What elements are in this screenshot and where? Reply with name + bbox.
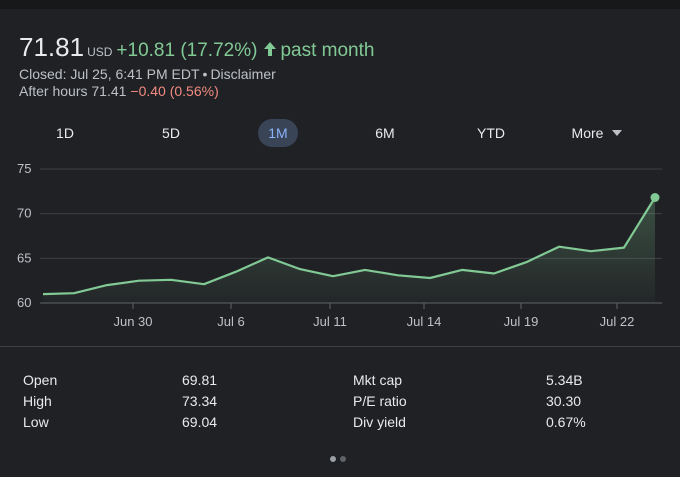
stat-high-value: 73.34 bbox=[182, 393, 218, 409]
x-tick-label: Jul 11 bbox=[313, 314, 347, 329]
stat-low-label: Low bbox=[23, 414, 49, 430]
y-tick-label: 70 bbox=[17, 206, 31, 221]
tab-5d[interactable]: 5D bbox=[150, 119, 192, 147]
stat-open-value: 69.81 bbox=[182, 372, 218, 388]
range-tabs: 1D 5D 1M 6M YTD More bbox=[0, 119, 680, 147]
closed-time: Closed: Jul 25, 6:41 PM EDT bbox=[19, 66, 200, 82]
arrow-up-icon bbox=[264, 42, 277, 56]
stats-col-2-labels: Mkt cap P/E ratio Div yield bbox=[353, 370, 407, 433]
change-period: past month bbox=[280, 40, 375, 61]
x-tick-label: Jul 14 bbox=[407, 314, 442, 329]
stat-open-label: Open bbox=[23, 372, 58, 388]
stat-high-label: High bbox=[23, 393, 52, 409]
tab-1m[interactable]: 1M bbox=[258, 119, 298, 147]
after-hours-change: −0.40 (0.56%) bbox=[130, 83, 219, 99]
current-price: 71.81 bbox=[19, 32, 85, 62]
x-tick-label: Jul 22 bbox=[600, 314, 635, 329]
tab-label: More bbox=[571, 125, 604, 141]
stat-mktcap-value: 5.34B bbox=[546, 372, 583, 388]
chart-area bbox=[43, 197, 655, 303]
pagination-dots[interactable] bbox=[330, 449, 350, 467]
after-hours-price: After hours 71.41 bbox=[19, 83, 127, 99]
stats-col-1-labels: Open High Low bbox=[23, 370, 57, 433]
chart-line bbox=[42, 196, 656, 296]
tab-label: YTD bbox=[477, 125, 505, 141]
y-tick-label: 65 bbox=[17, 250, 31, 265]
after-hours: After hours 71.41 −0.40 (0.56%) bbox=[19, 83, 219, 99]
stat-divyield-label: Div yield bbox=[353, 414, 406, 430]
stat-pe-value: 30.30 bbox=[546, 393, 582, 409]
tab-label: 1M bbox=[268, 125, 288, 141]
price-change: +10.81 (17.72%) bbox=[116, 40, 258, 61]
x-tick-label: Jul 19 bbox=[504, 314, 539, 329]
stats-col-2-values: 5.34B 30.30 0.67% bbox=[546, 370, 586, 433]
disclaimer-link[interactable]: Disclaimer bbox=[210, 66, 276, 82]
stat-mktcap-label: Mkt cap bbox=[353, 372, 403, 388]
tab-6m[interactable]: 6M bbox=[364, 119, 406, 147]
price-chart[interactable]: 75 70 65 60 Jun 30 Jul 6 Jul 11 Jul 14 Jul 19 Ju… bbox=[0, 150, 680, 336]
pager-dot[interactable] bbox=[330, 456, 336, 462]
price-header: 71.81 USD +10.81 (17.72%) past month bbox=[19, 32, 374, 63]
tab-label: 5D bbox=[162, 125, 180, 141]
stat-low-value: 69.04 bbox=[182, 414, 218, 430]
last-price-marker bbox=[650, 192, 660, 202]
currency-label: USD bbox=[87, 45, 113, 59]
divider bbox=[0, 346, 680, 347]
y-tick-label: 75 bbox=[17, 161, 31, 176]
chevron-down-icon bbox=[612, 130, 623, 136]
x-tick-label: Jun 30 bbox=[113, 314, 152, 329]
stat-pe-label: P/E ratio bbox=[353, 393, 407, 409]
tab-label: 1D bbox=[56, 125, 74, 141]
y-tick-label: 60 bbox=[17, 295, 31, 310]
x-tick-label: Jul 6 bbox=[217, 314, 244, 329]
stat-divyield-value: 0.67% bbox=[546, 414, 586, 430]
tab-1d[interactable]: 1D bbox=[44, 119, 86, 147]
market-status: Closed: Jul 25, 6:41 PM EDT • Disclaimer bbox=[19, 66, 276, 82]
top-bar bbox=[0, 0, 680, 9]
tab-label: 6M bbox=[375, 125, 395, 141]
pager-dot[interactable] bbox=[340, 456, 346, 462]
tab-ytd[interactable]: YTD bbox=[468, 119, 514, 147]
stats-col-1-values: 69.81 73.34 69.04 bbox=[182, 370, 217, 433]
separator-dot: • bbox=[202, 66, 208, 82]
more-dropdown[interactable]: More bbox=[562, 119, 632, 147]
